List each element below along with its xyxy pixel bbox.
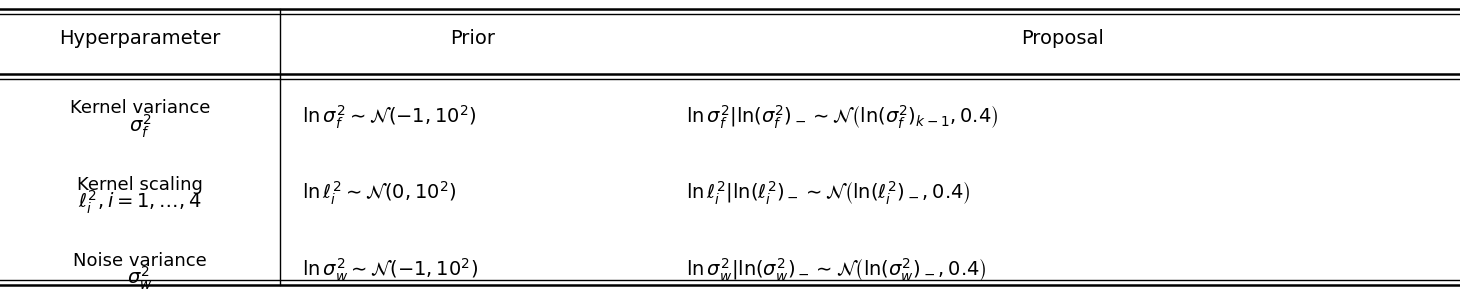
Text: $\ell_i^2, i = 1, \ldots, 4$: $\ell_i^2, i = 1, \ldots, 4$	[79, 189, 201, 216]
Text: $\sigma_f^2$: $\sigma_f^2$	[128, 112, 152, 140]
Text: $\ln \ell_i^2|\ln(\ell_i^2)_- \sim \mathcal{N}\left(\ln(\ell_i^2)_-, 0.4\right)$: $\ln \ell_i^2|\ln(\ell_i^2)_- \sim \math…	[686, 180, 971, 207]
Text: $\ln \sigma_w^2 \sim \mathcal{N}\left(-1, 10^2\right)$: $\ln \sigma_w^2 \sim \mathcal{N}\left(-1…	[302, 256, 479, 284]
Text: Proposal: Proposal	[1021, 29, 1104, 48]
Text: Kernel scaling: Kernel scaling	[77, 176, 203, 193]
Text: $\ln \sigma_w^2|\ln(\sigma_w^2)_- \sim \mathcal{N}\left(\ln(\sigma_w^2)_-, 0.4\r: $\ln \sigma_w^2|\ln(\sigma_w^2)_- \sim \…	[686, 256, 987, 284]
Text: Kernel variance: Kernel variance	[70, 99, 210, 117]
Text: $\ln \ell_i^2 \sim \mathcal{N}\left(0, 10^2\right)$: $\ln \ell_i^2 \sim \mathcal{N}\left(0, 1…	[302, 180, 457, 207]
Text: Prior: Prior	[450, 29, 495, 48]
Text: Hyperparameter: Hyperparameter	[60, 29, 220, 48]
Text: Noise variance: Noise variance	[73, 252, 207, 270]
Text: $\sigma_w^2$: $\sigma_w^2$	[127, 265, 153, 293]
Text: $\ln \sigma_f^2 \sim \mathcal{N}\left(-1, 10^2\right)$: $\ln \sigma_f^2 \sim \mathcal{N}\left(-1…	[302, 103, 477, 131]
Text: $\ln \sigma_f^2|\ln(\sigma_f^2)_- \sim \mathcal{N}\left(\ln(\sigma_f^2)_{k-1}, 0: $\ln \sigma_f^2|\ln(\sigma_f^2)_- \sim \…	[686, 103, 999, 131]
